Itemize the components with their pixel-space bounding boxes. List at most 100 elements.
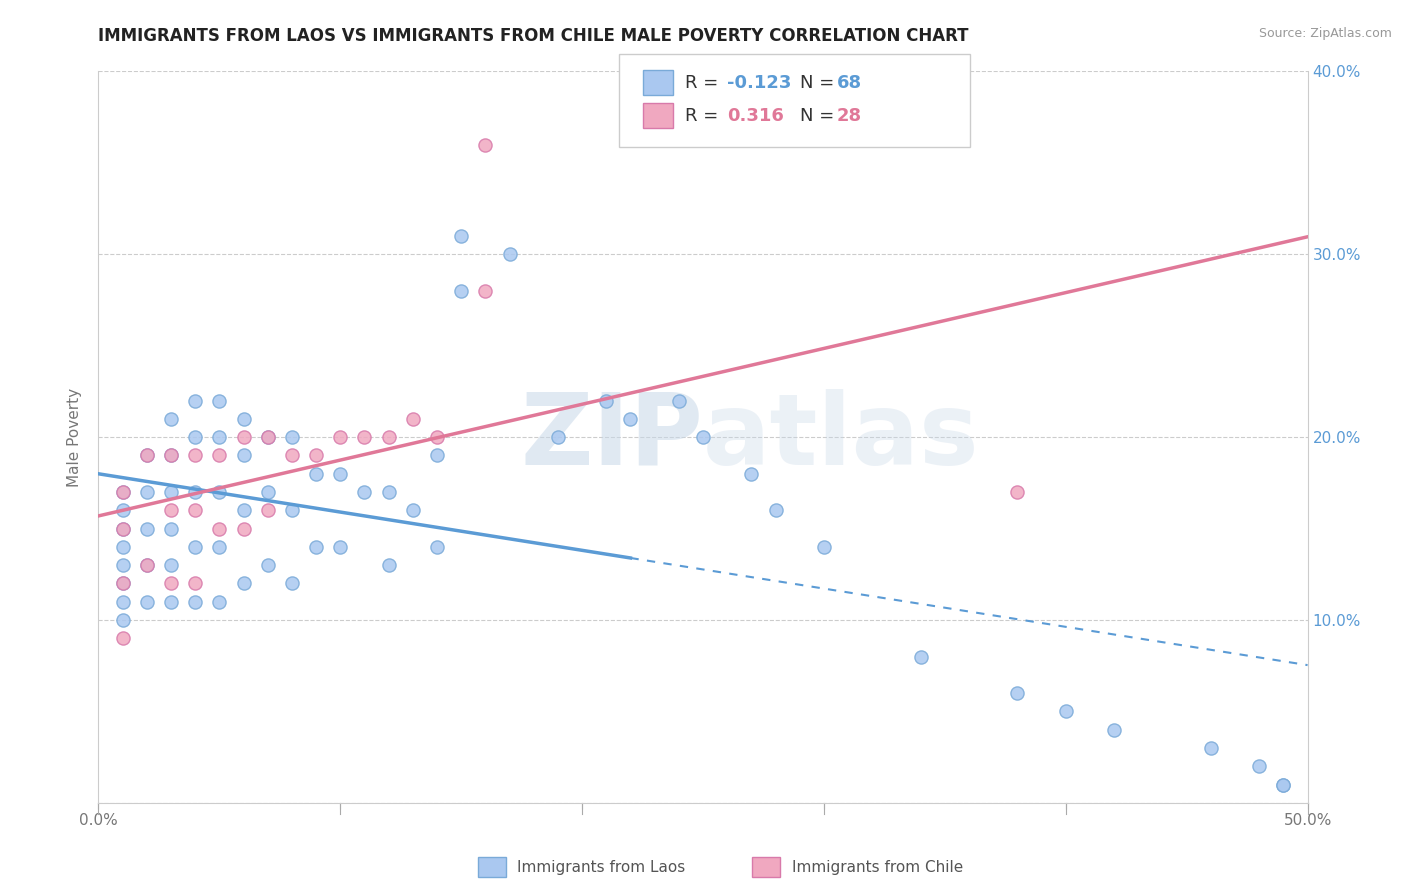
Point bbox=[184, 540, 207, 554]
Point bbox=[111, 576, 134, 591]
Point bbox=[135, 558, 157, 573]
Point bbox=[402, 503, 425, 517]
Point bbox=[111, 558, 134, 573]
Point bbox=[232, 430, 254, 444]
Point bbox=[111, 576, 134, 591]
Point bbox=[232, 503, 254, 517]
Text: R =: R = bbox=[685, 74, 724, 92]
Point bbox=[329, 467, 352, 481]
Point bbox=[547, 430, 569, 444]
Point bbox=[281, 449, 304, 463]
Y-axis label: Male Poverty: Male Poverty bbox=[67, 387, 83, 487]
Point bbox=[184, 503, 207, 517]
Point bbox=[813, 540, 835, 554]
Point bbox=[692, 430, 714, 444]
Point bbox=[135, 485, 157, 500]
Point bbox=[910, 649, 932, 664]
Point bbox=[1272, 777, 1295, 792]
Point bbox=[498, 247, 520, 261]
Point bbox=[474, 284, 496, 298]
Point bbox=[184, 449, 207, 463]
Point bbox=[208, 521, 231, 535]
Point bbox=[619, 412, 641, 426]
Point bbox=[450, 228, 472, 243]
Point bbox=[595, 393, 617, 408]
Point bbox=[1007, 686, 1029, 700]
Point bbox=[208, 430, 231, 444]
Point bbox=[160, 485, 183, 500]
Point bbox=[1054, 705, 1077, 719]
Text: N =: N = bbox=[800, 107, 839, 125]
Text: R =: R = bbox=[685, 107, 730, 125]
Text: atlas: atlas bbox=[703, 389, 980, 485]
Point bbox=[1007, 485, 1029, 500]
Point bbox=[232, 449, 254, 463]
Point bbox=[111, 485, 134, 500]
Point bbox=[256, 430, 278, 444]
Point bbox=[208, 485, 231, 500]
Point bbox=[281, 503, 304, 517]
Point bbox=[184, 393, 207, 408]
Point bbox=[256, 503, 278, 517]
Point bbox=[208, 393, 231, 408]
Text: Source: ZipAtlas.com: Source: ZipAtlas.com bbox=[1258, 27, 1392, 40]
Point bbox=[765, 503, 787, 517]
Point bbox=[426, 430, 449, 444]
Point bbox=[1272, 777, 1295, 792]
Point bbox=[184, 430, 207, 444]
Point bbox=[426, 540, 449, 554]
Point bbox=[135, 521, 157, 535]
Point bbox=[1102, 723, 1125, 737]
Point bbox=[208, 449, 231, 463]
Point bbox=[111, 540, 134, 554]
Point bbox=[111, 485, 134, 500]
Text: Immigrants from Laos: Immigrants from Laos bbox=[517, 860, 686, 874]
Point bbox=[329, 430, 352, 444]
Point bbox=[135, 594, 157, 608]
Point bbox=[402, 412, 425, 426]
Point bbox=[740, 467, 762, 481]
Point bbox=[184, 485, 207, 500]
Point bbox=[377, 558, 399, 573]
Point bbox=[256, 430, 278, 444]
Point bbox=[111, 613, 134, 627]
Text: ZIP: ZIP bbox=[520, 389, 703, 485]
Point bbox=[160, 594, 183, 608]
Point bbox=[208, 594, 231, 608]
Point bbox=[160, 412, 183, 426]
Point bbox=[305, 467, 328, 481]
Point bbox=[426, 449, 449, 463]
Point bbox=[305, 449, 328, 463]
Point bbox=[135, 449, 157, 463]
Point bbox=[1249, 759, 1271, 773]
Point bbox=[111, 632, 134, 646]
Point bbox=[450, 284, 472, 298]
Point bbox=[1199, 740, 1222, 755]
Text: 28: 28 bbox=[837, 107, 862, 125]
Point bbox=[111, 594, 134, 608]
Point bbox=[305, 540, 328, 554]
Point bbox=[256, 558, 278, 573]
Point bbox=[377, 430, 399, 444]
Point bbox=[160, 576, 183, 591]
Point bbox=[111, 521, 134, 535]
Point bbox=[353, 485, 375, 500]
Text: 0.316: 0.316 bbox=[727, 107, 783, 125]
Text: IMMIGRANTS FROM LAOS VS IMMIGRANTS FROM CHILE MALE POVERTY CORRELATION CHART: IMMIGRANTS FROM LAOS VS IMMIGRANTS FROM … bbox=[98, 27, 969, 45]
Point bbox=[474, 137, 496, 152]
Point bbox=[668, 393, 690, 408]
Point bbox=[160, 558, 183, 573]
Point bbox=[135, 558, 157, 573]
Text: 68: 68 bbox=[837, 74, 862, 92]
Point bbox=[353, 430, 375, 444]
Point bbox=[184, 594, 207, 608]
Point bbox=[281, 576, 304, 591]
Point bbox=[256, 485, 278, 500]
Point bbox=[232, 412, 254, 426]
Text: N =: N = bbox=[800, 74, 839, 92]
Point bbox=[232, 521, 254, 535]
Point bbox=[160, 449, 183, 463]
Text: Immigrants from Chile: Immigrants from Chile bbox=[792, 860, 963, 874]
Point bbox=[377, 485, 399, 500]
Point bbox=[281, 430, 304, 444]
